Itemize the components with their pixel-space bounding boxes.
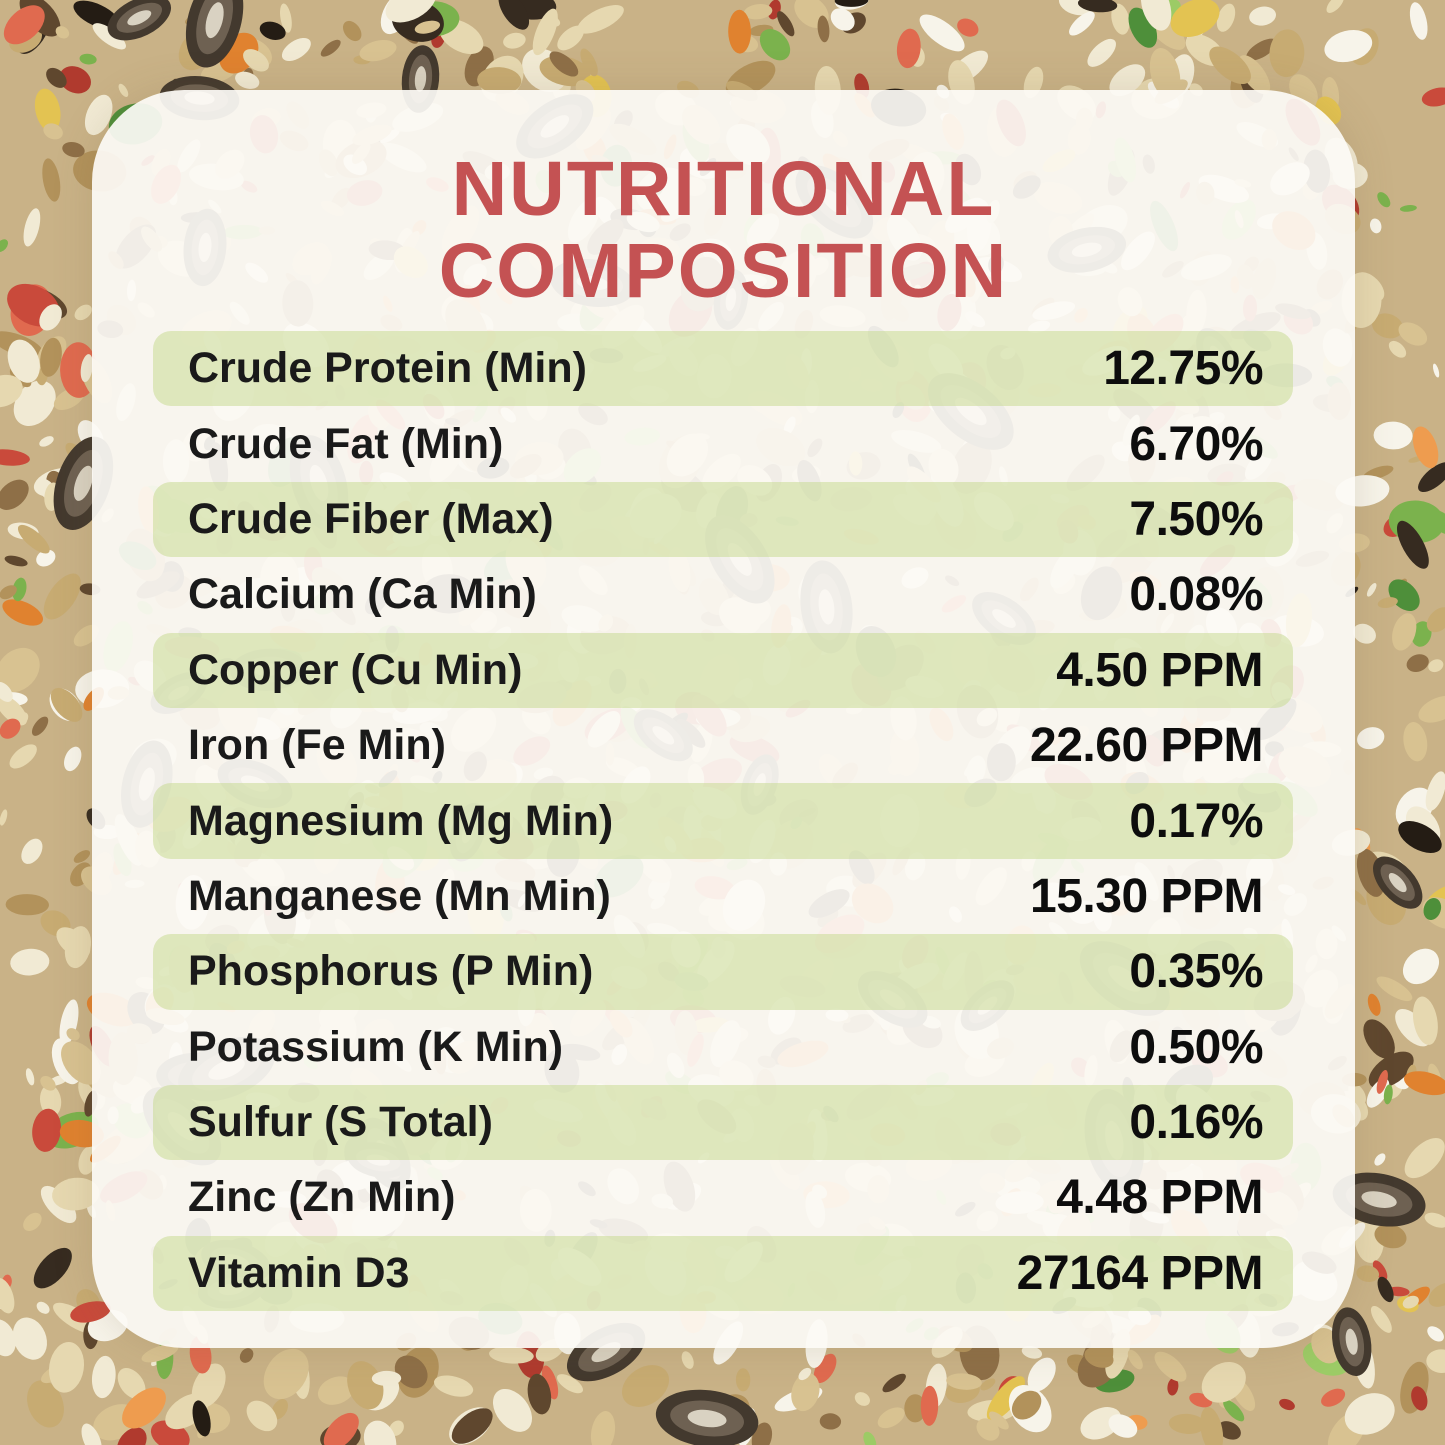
nutrient-label: Crude Fiber (Max) <box>188 494 554 543</box>
nutrient-label: Vitamin D3 <box>188 1248 410 1297</box>
nutrient-label: Manganese (Mn Min) <box>188 871 611 920</box>
nutrient-label: Crude Fat (Min) <box>188 419 504 468</box>
nutrient-value: 0.08% <box>1129 568 1263 622</box>
table-row: Phosphorus (P Min) 0.35% <box>153 934 1293 1010</box>
nutrition-card: NUTRITIONAL COMPOSITION Crude Protein (M… <box>92 90 1355 1348</box>
card-title-line-1: NUTRITIONAL <box>451 146 996 232</box>
table-row: Calcium (Ca Min) 0.08% <box>153 557 1293 632</box>
nutrient-value: 0.35% <box>1129 945 1263 999</box>
table-row: Manganese (Mn Min) 15.30 PPM <box>153 859 1293 934</box>
nutrient-label: Copper (Cu Min) <box>188 645 523 694</box>
table-row: Potassium (K Min) 0.50% <box>153 1010 1293 1085</box>
table-row: Sulfur (S Total) 0.16% <box>153 1084 1293 1161</box>
nutrient-value: 6.70% <box>1129 417 1263 471</box>
nutrient-value: 4.48 PPM <box>1056 1171 1263 1225</box>
card-title: NUTRITIONAL COMPOSITION <box>92 148 1355 312</box>
nutrient-label: Phosphorus (P Min) <box>188 947 594 996</box>
nutrient-label: Iron (Fe Min) <box>188 721 446 770</box>
nutrient-value: 0.17% <box>1129 794 1263 848</box>
table-row: Crude Protein (Min) 12.75% <box>153 331 1293 407</box>
nutrient-value: 0.16% <box>1129 1096 1263 1150</box>
table-row: Vitamin D3 27164 PPM <box>153 1235 1293 1312</box>
nutrient-label: Calcium (Ca Min) <box>188 570 537 619</box>
nutrient-value: 27164 PPM <box>1016 1246 1264 1300</box>
table-row: Copper (Cu Min) 4.50 PPM <box>153 632 1293 708</box>
nutrition-table: Crude Protein (Min) 12.75% Crude Fat (Mi… <box>153 331 1293 1312</box>
nutrient-value: 12.75% <box>1103 342 1263 396</box>
nutrient-value: 15.30 PPM <box>1030 869 1263 923</box>
card-title-line-2: COMPOSITION <box>438 228 1009 314</box>
nutrient-label: Sulfur (S Total) <box>188 1098 493 1147</box>
nutrient-label: Magnesium (Mg Min) <box>188 796 614 845</box>
table-row: Crude Fat (Min) 6.70% <box>153 406 1293 481</box>
nutrient-label: Crude Protein (Min) <box>188 344 587 393</box>
nutrient-value: 7.50% <box>1129 492 1263 546</box>
nutrient-label: Zinc (Zn Min) <box>188 1173 456 1222</box>
table-row: Zinc (Zn Min) 4.48 PPM <box>153 1160 1293 1235</box>
table-row: Magnesium (Mg Min) 0.17% <box>153 783 1293 859</box>
nutrient-value: 22.60 PPM <box>1030 719 1263 773</box>
table-row: Crude Fiber (Max) 7.50% <box>153 481 1293 558</box>
table-row: Iron (Fe Min) 22.60 PPM <box>153 708 1293 783</box>
nutrient-value: 0.50% <box>1129 1020 1263 1074</box>
nutrient-label: Potassium (K Min) <box>188 1022 564 1071</box>
nutrient-value: 4.50 PPM <box>1056 643 1263 697</box>
